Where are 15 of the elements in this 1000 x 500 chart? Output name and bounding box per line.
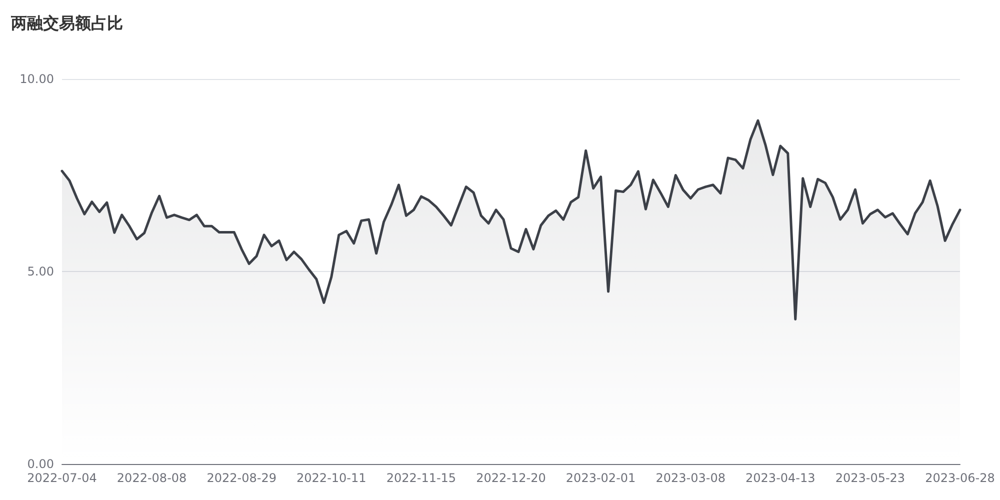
x-tick-label: 2022-08-29 xyxy=(206,471,276,485)
x-tick-label: 2022-11-15 xyxy=(386,471,456,485)
y-tick-label: 0.00 xyxy=(27,457,54,471)
x-tick-label: 2022-10-11 xyxy=(296,471,366,485)
x-tick-label: 2023-05-23 xyxy=(835,471,906,485)
x-tick-label: 2023-04-13 xyxy=(746,471,816,485)
x-tick-label: 2022-08-08 xyxy=(116,471,187,485)
chart-title: 两融交易额占比 xyxy=(10,14,123,32)
y-tick-label: 10.00 xyxy=(20,72,54,86)
x-tick-label: 2023-03-08 xyxy=(656,471,726,485)
x-tick-label: 2022-12-20 xyxy=(476,471,546,485)
x-tick-label: 2023-06-28 xyxy=(925,471,995,485)
y-tick-label: 5.00 xyxy=(27,264,54,278)
x-tick-label: 2022-07-04 xyxy=(27,471,97,485)
x-tick-label: 2023-02-01 xyxy=(566,471,636,485)
